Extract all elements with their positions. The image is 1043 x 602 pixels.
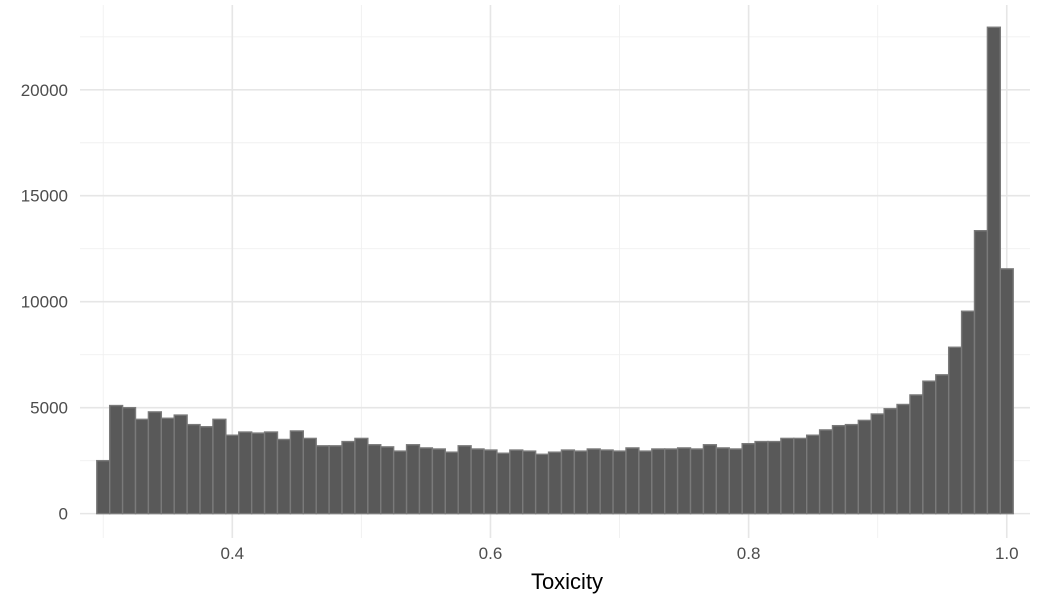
- histogram-bar: [896, 403, 911, 515]
- x-tick-labels: 0.4 0.6 0.8 1.0: [220, 544, 1018, 563]
- histogram-bar: [715, 447, 730, 515]
- histogram-bar: [780, 437, 795, 515]
- histogram-bar: [573, 450, 588, 515]
- histogram-bar: [599, 449, 614, 515]
- histogram-bar: [741, 442, 756, 515]
- histogram-bar: [238, 431, 253, 515]
- histogram-bar: [793, 437, 808, 515]
- histogram-bar: [160, 417, 175, 515]
- histogram-bar: [805, 434, 821, 515]
- histogram-bar: [534, 453, 550, 515]
- histogram-bar: [509, 449, 524, 515]
- histogram-bar: [909, 394, 924, 515]
- histogram-bar: [225, 434, 240, 515]
- histogram-bar: [586, 448, 601, 515]
- y-tick-label: 20000: [21, 81, 68, 100]
- histogram-bar: [405, 444, 421, 515]
- histogram-bar: [212, 418, 227, 515]
- histogram-bar: [186, 423, 201, 515]
- histogram-bar: [328, 445, 343, 515]
- histogram-bar: [702, 444, 718, 515]
- y-tick-label: 5000: [30, 399, 68, 418]
- histogram-bar: [392, 450, 408, 515]
- histogram-bar: [418, 447, 434, 515]
- histogram-bar: [960, 310, 976, 515]
- histogram-bar: [315, 445, 330, 515]
- histogram-bar: [870, 413, 885, 515]
- histogram-bar: [844, 423, 860, 515]
- histogram-bar: [367, 444, 382, 515]
- x-tick-label: 0.4: [220, 544, 244, 563]
- histogram-bar: [818, 429, 834, 515]
- histogram-bar: [651, 448, 666, 515]
- histogram-bar: [973, 230, 989, 515]
- histogram-bar: [457, 445, 472, 515]
- histogram-bar: [612, 450, 627, 515]
- histogram-bar: [664, 448, 679, 515]
- histogram-bar: [276, 438, 292, 515]
- histogram-bar: [999, 268, 1014, 515]
- histogram-bar: [676, 447, 692, 515]
- histogram-bar: [483, 449, 498, 515]
- histogram-bar: [728, 448, 743, 515]
- histogram-bar: [754, 440, 769, 515]
- x-tick-label: 1.0: [995, 544, 1019, 563]
- histogram-bar: [341, 440, 356, 515]
- histogram-bar: [560, 449, 576, 515]
- y-tick-label: 10000: [21, 293, 68, 312]
- histogram-bar: [947, 346, 963, 515]
- histogram-bar: [302, 437, 317, 515]
- histogram-bar: [922, 380, 937, 515]
- histogram-bar: [857, 419, 872, 515]
- histogram-bar: [522, 450, 537, 515]
- y-tick-label: 15000: [21, 187, 68, 206]
- histogram-bar: [689, 448, 705, 515]
- histogram-bar: [263, 431, 279, 515]
- histogram-bar: [935, 374, 950, 515]
- histogram-bar: [380, 446, 395, 515]
- histogram-bar: [289, 430, 305, 515]
- x-axis-title: Toxicity: [531, 569, 603, 594]
- x-tick-label: 0.8: [737, 544, 761, 563]
- bar-layer: [96, 26, 1014, 515]
- histogram-bar: [121, 406, 137, 515]
- x-tick-label: 0.6: [479, 544, 503, 563]
- histogram-bar: [96, 459, 111, 515]
- histogram-bar: [496, 452, 511, 515]
- histogram-bar: [883, 408, 898, 515]
- histogram-bar: [108, 404, 124, 515]
- histogram-bar: [134, 418, 150, 515]
- histogram-bar: [625, 447, 640, 515]
- histogram-bar: [147, 411, 163, 515]
- histogram-bar: [638, 450, 653, 515]
- histogram-bar: [250, 432, 266, 515]
- histogram-bar: [470, 448, 485, 515]
- histogram-bar: [831, 424, 847, 515]
- y-tick-label: 0: [59, 505, 68, 524]
- histogram-bar: [199, 426, 214, 515]
- histogram-bar: [354, 437, 369, 515]
- histogram-bar: [431, 448, 446, 515]
- histogram-bar: [986, 26, 1002, 515]
- y-tick-labels: 0 5000 10000 15000 20000: [21, 81, 68, 524]
- histogram-bar: [547, 451, 563, 515]
- histogram-bar: [444, 451, 459, 515]
- histogram-bar: [173, 414, 188, 515]
- histogram-bar: [767, 440, 782, 515]
